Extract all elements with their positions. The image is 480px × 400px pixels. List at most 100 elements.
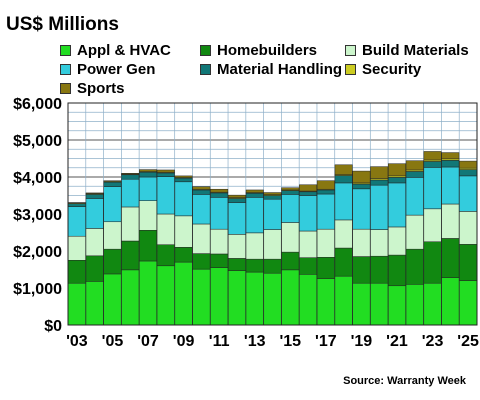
legend-swatch-sports [60, 82, 71, 94]
y-tick-label: $4,000 [13, 170, 62, 187]
legend-swatch-security [345, 63, 356, 75]
bar-segment [192, 189, 211, 195]
bar-segment [85, 255, 104, 282]
legend-label-security: Security [362, 60, 422, 78]
bar-segment [245, 193, 264, 198]
bar-segment [299, 191, 318, 196]
bar-segment [85, 228, 104, 257]
bar-segment [459, 169, 478, 177]
bar-segment [156, 172, 175, 177]
bar-segment [121, 178, 140, 208]
bar-segment [352, 188, 371, 230]
bar-segment [423, 282, 442, 326]
x-tick-label: '03 [66, 333, 88, 350]
bar-segment [174, 181, 193, 217]
bar-segment [245, 189, 264, 193]
x-tick-label: '05 [102, 333, 124, 350]
bar-segment [388, 226, 406, 256]
bar-segment [210, 192, 229, 198]
bar-segment [156, 169, 175, 173]
legend-label-sports: Sports [77, 79, 125, 97]
bar-segment [139, 230, 157, 262]
legend-swatch-build-materials [345, 44, 356, 56]
legend-item-appl-hvac: Appl & HVAC [60, 41, 171, 59]
x-tick-label: '07 [137, 333, 159, 350]
bar-segment [174, 175, 193, 178]
legend-item-homebuilders: Homebuilders [200, 41, 317, 59]
bar-segment [316, 228, 335, 258]
bar-segment [316, 257, 335, 280]
bar-segment [85, 192, 104, 194]
bar-segment [103, 186, 122, 223]
legend-swatch-appl-hvac [60, 44, 71, 56]
legend-swatch-power-gen [60, 63, 71, 75]
legend-swatch-homebuilders [200, 44, 211, 56]
bar-segment [370, 229, 389, 257]
y-tick-label: $2,000 [13, 244, 62, 261]
chart-title: US$ Millions [6, 14, 119, 35]
bar-segment [299, 184, 318, 192]
bar-segment [459, 211, 478, 245]
bar-segment [156, 244, 175, 267]
bar-segment [103, 248, 122, 275]
bar-segment [174, 247, 193, 263]
bar-segment [67, 203, 86, 207]
bar-segment [423, 151, 442, 161]
bar-segment [139, 260, 157, 326]
legend-label-material-handling: Material Handling [217, 60, 343, 78]
bar-segment [352, 282, 371, 326]
bar-segment [121, 206, 140, 242]
legend-label-power-gen: Power Gen [77, 60, 156, 78]
x-tick-label: '23 [422, 333, 444, 350]
y-tick-label: $1,000 [13, 281, 62, 298]
bar-segment [192, 253, 211, 270]
bar-segment [245, 271, 264, 326]
bar-segment [103, 180, 122, 182]
bar-segment [174, 177, 193, 183]
bar-segment [352, 183, 371, 190]
legend-item-security: Security [345, 60, 421, 78]
bar-segment [352, 170, 371, 184]
bar-segment [441, 152, 460, 160]
bar-segment [334, 275, 353, 326]
bar-segment [334, 247, 353, 277]
bar-segment [334, 182, 353, 221]
bar-segment [227, 198, 246, 203]
bar-segment [334, 219, 353, 249]
bar-segment [441, 166, 460, 205]
bar-segment [299, 257, 318, 275]
bar-segment [139, 171, 157, 178]
bar-segment [156, 176, 175, 215]
bar-segment [405, 284, 424, 326]
bar-segment [245, 197, 264, 234]
bar-segment [334, 175, 353, 184]
bar-segment [405, 160, 424, 171]
bar-segment [405, 214, 424, 250]
bar-segment [121, 174, 140, 180]
legend-item-power-gen: Power Gen [60, 60, 155, 78]
bar-segment [210, 228, 229, 255]
source-note: Source: Warranty Week [343, 375, 466, 387]
x-tick-label: '25 [457, 333, 479, 350]
bar-segment [299, 195, 318, 232]
bar-segment [281, 194, 300, 223]
bar-segment [245, 232, 264, 260]
bar-segment [210, 188, 229, 193]
bar-segment [388, 163, 406, 177]
bar-segment [281, 190, 300, 195]
bar-segment [299, 230, 318, 258]
bar-segment [370, 179, 389, 186]
bar-segment [227, 270, 246, 326]
bar-segment [370, 282, 389, 326]
bar-segment [370, 255, 389, 284]
bar-segment [192, 186, 211, 190]
y-tick-label: $6,000 [13, 96, 62, 113]
bar-segment [139, 176, 157, 201]
bar-segment [388, 254, 406, 287]
bar-segment [441, 238, 460, 278]
x-tick-label: '21 [386, 333, 408, 350]
bar-segment [423, 208, 442, 243]
x-tick-label: '13 [244, 333, 266, 350]
bar-segment [245, 258, 264, 273]
